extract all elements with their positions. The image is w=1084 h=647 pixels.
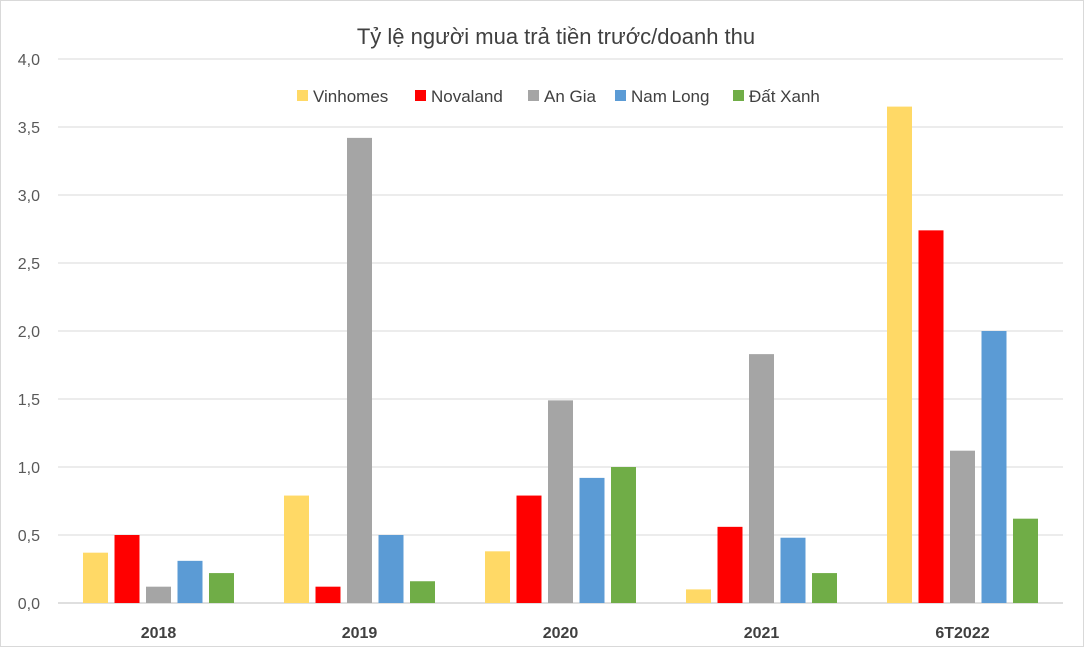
- legend-swatch: [528, 90, 539, 101]
- bar-novaland-2021: [717, 526, 743, 603]
- bar-nam-long-6t2022: [981, 331, 1007, 603]
- bar-nam-long-2020: [579, 477, 605, 603]
- bar-đất-xanh-6t2022: [1013, 518, 1038, 603]
- y-tick-label: 0,0: [18, 596, 40, 613]
- bar-an-gia-2018: [146, 586, 171, 603]
- legend-label: Nam Long: [631, 87, 709, 106]
- legend-swatch: [615, 90, 626, 101]
- bar-an-gia-2021: [749, 354, 774, 603]
- bar-nam-long-2019: [378, 535, 404, 603]
- bar-đất-xanh-2019: [410, 581, 435, 603]
- x-tick-label: 2019: [342, 625, 378, 642]
- bar-novaland-2018: [114, 535, 140, 603]
- bar-đất-xanh-2020: [611, 467, 636, 603]
- bar-đất-xanh-2021: [812, 573, 837, 603]
- legend-swatch: [297, 90, 308, 101]
- x-axis: 2018 2019 2020 2021 6T2022: [141, 625, 990, 642]
- y-tick-label: 0,5: [18, 528, 40, 545]
- legend: Vinhomes Novaland An Gia Nam Long Đất Xanh: [297, 87, 820, 106]
- legend-label: Đất Xanh: [749, 87, 820, 106]
- bar-novaland-2019: [315, 586, 341, 603]
- legend-swatch: [733, 90, 744, 101]
- bar-novaland-2020: [516, 495, 542, 603]
- bar-nam-long-2021: [780, 537, 806, 603]
- bar-novaland-6t2022: [918, 230, 944, 604]
- bar-vinhomes-2021: [686, 589, 711, 603]
- bar-vinhomes-2018: [83, 552, 108, 603]
- bar-vinhomes-2020: [485, 551, 510, 603]
- bar-vinhomes-2019: [284, 495, 309, 603]
- legend-label: An Gia: [544, 87, 597, 106]
- y-axis: 0,0 0,5 1,0 1,5 2,0 2,5 3,0 3,5 4,0: [18, 52, 40, 613]
- y-tick-label: 3,5: [18, 120, 40, 137]
- legend-swatch: [415, 90, 426, 101]
- y-tick-label: 2,0: [18, 324, 40, 341]
- x-tick-label: 2018: [141, 625, 177, 642]
- bar-nam-long-2018: [177, 560, 203, 603]
- y-tick-label: 2,5: [18, 256, 40, 273]
- y-tick-label: 1,0: [18, 460, 40, 477]
- y-tick-label: 3,0: [18, 188, 40, 205]
- bar-an-gia-2020: [548, 400, 573, 603]
- x-tick-label: 2021: [744, 625, 780, 642]
- bars: [83, 106, 1038, 604]
- bar-đất-xanh-2018: [209, 573, 234, 603]
- legend-label: Novaland: [431, 87, 503, 106]
- y-tick-label: 1,5: [18, 392, 40, 409]
- bar-vinhomes-6t2022: [887, 106, 912, 603]
- y-tick-label: 4,0: [18, 52, 40, 69]
- legend-label: Vinhomes: [313, 87, 388, 106]
- bar-an-gia-2019: [347, 137, 372, 603]
- bar-an-gia-6t2022: [950, 450, 975, 603]
- chart-title: Tỷ lệ người mua trả tiền trước/doanh thu: [357, 24, 755, 49]
- x-tick-label: 2020: [543, 625, 579, 642]
- x-tick-label: 6T2022: [935, 625, 989, 642]
